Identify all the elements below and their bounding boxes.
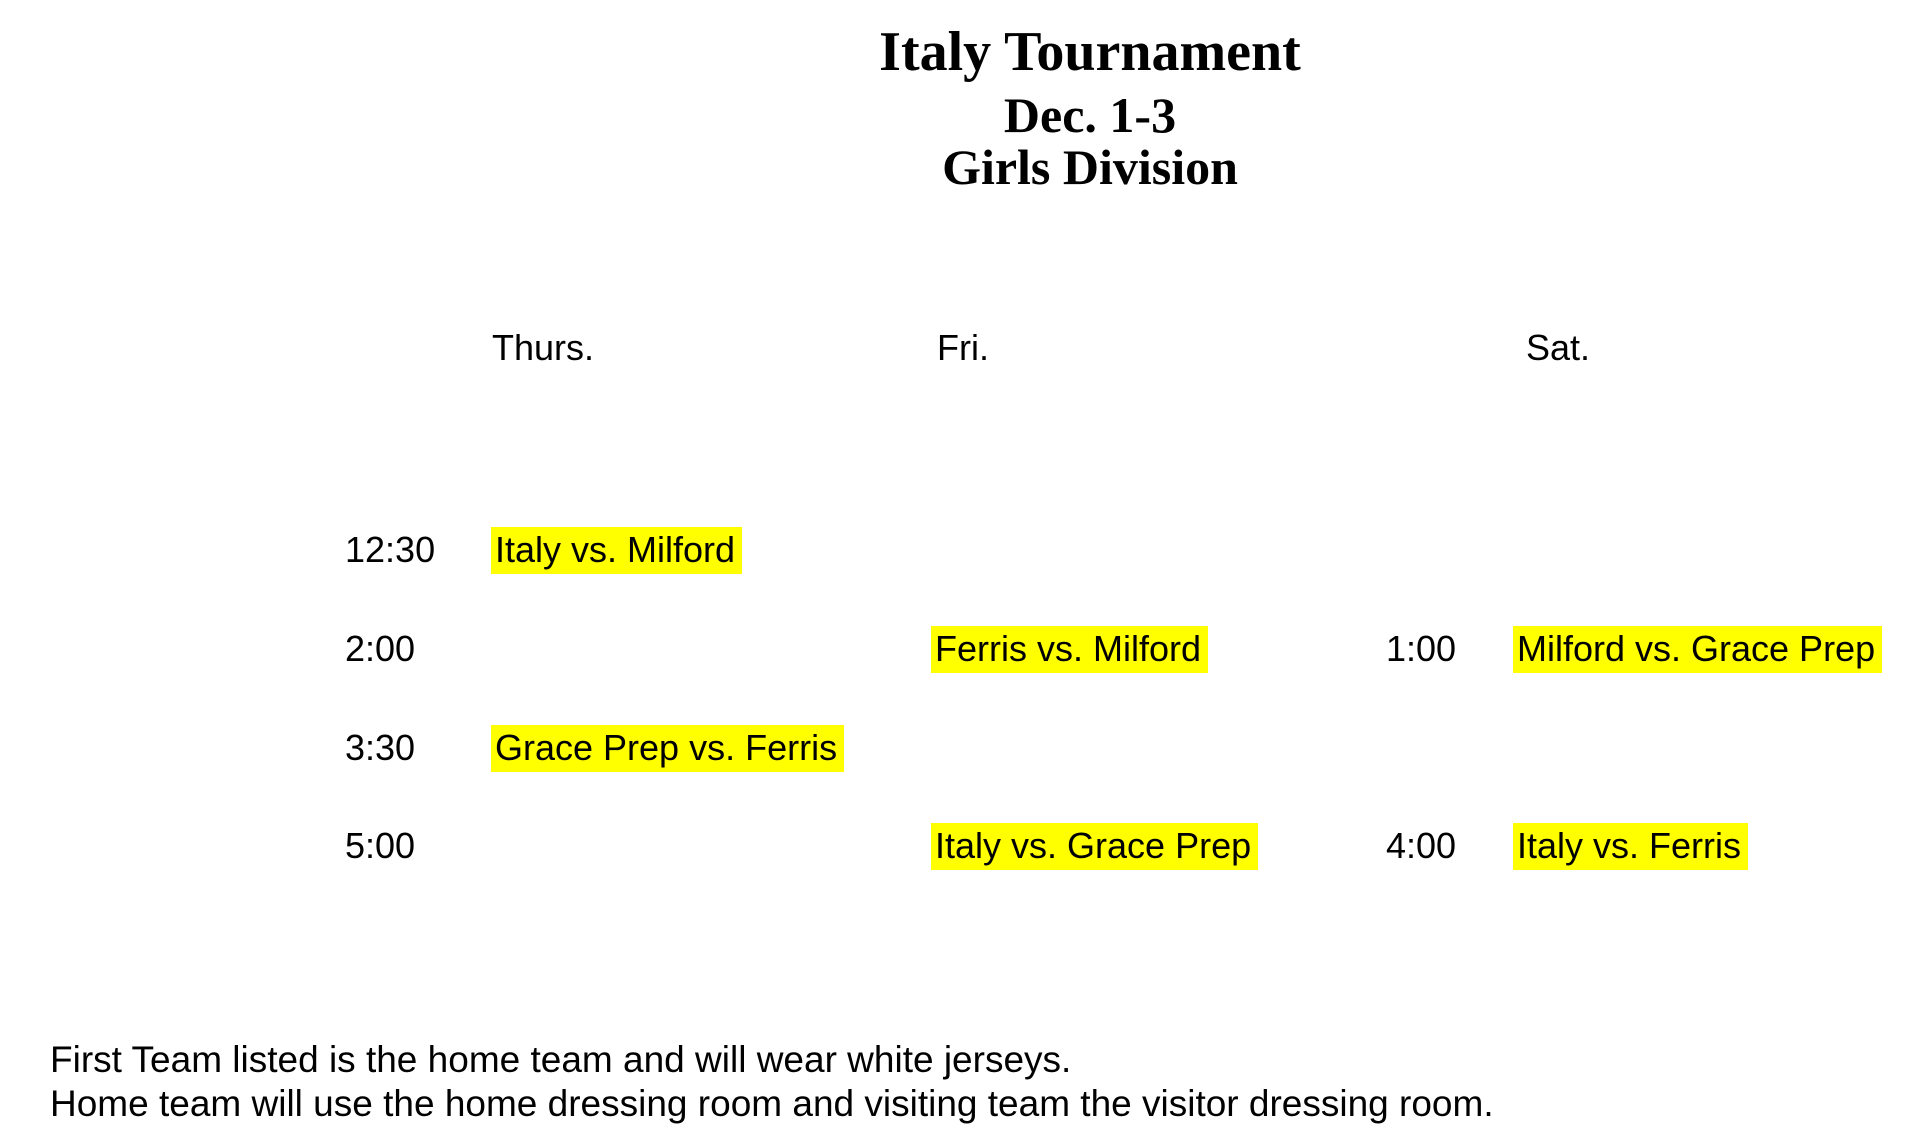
- column-header-saturday: Sat.: [1526, 327, 1591, 368]
- date-range: Dec. 1-3: [1003, 87, 1177, 143]
- column-header-thursday: Thurs.: [492, 327, 595, 368]
- highlighted-matchup: Italy vs. Grace Prep: [931, 823, 1259, 870]
- division-title: Girls Division: [942, 139, 1238, 195]
- matchup-friday: Ferris vs. Milford: [931, 626, 1209, 673]
- highlighted-matchup: Milford vs. Grace Prep: [1513, 626, 1883, 673]
- game-time: 12:30: [345, 529, 436, 570]
- highlighted-matchup: Italy vs. Ferris: [1513, 823, 1749, 870]
- note-dressing-rooms: Home team will use the home dressing roo…: [50, 1083, 1494, 1124]
- game-time: 5:00: [345, 825, 416, 866]
- highlighted-matchup: Ferris vs. Milford: [931, 626, 1209, 673]
- game-time: 2:00: [345, 628, 416, 669]
- page-title: Italy Tournament: [879, 21, 1301, 83]
- highlighted-matchup: Grace Prep vs. Ferris: [491, 725, 845, 772]
- game-time: 3:30: [345, 727, 416, 768]
- highlighted-matchup: Italy vs. Milford: [491, 527, 743, 574]
- matchup-thursday: Grace Prep vs. Ferris: [491, 725, 845, 772]
- matchup-saturday: Italy vs. Ferris: [1513, 823, 1749, 870]
- game-time-saturday: 1:00: [1386, 628, 1457, 669]
- column-header-friday: Fri.: [937, 327, 989, 368]
- matchup-saturday: Milford vs. Grace Prep: [1513, 626, 1883, 673]
- matchup-friday: Italy vs. Grace Prep: [931, 823, 1259, 870]
- game-time-saturday: 4:00: [1386, 825, 1457, 866]
- matchup-thursday: Italy vs. Milford: [491, 527, 743, 574]
- note-home-team-jerseys: First Team listed is the home team and w…: [50, 1039, 1072, 1080]
- footer-notes: First Team listed is the home team and w…: [50, 1038, 1494, 1126]
